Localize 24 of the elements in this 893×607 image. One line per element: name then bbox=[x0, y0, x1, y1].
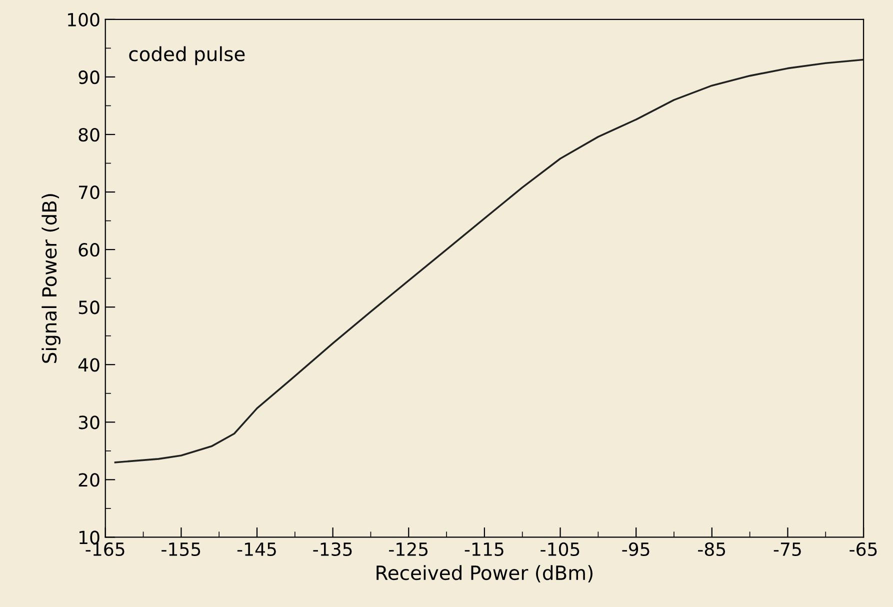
y-tick-label: 100 bbox=[68, 12, 100, 27]
x-axis-title: Received Power (dBm) bbox=[376, 565, 592, 582]
x-tick-label: -165 bbox=[86, 542, 124, 556]
y-tick-label: 90 bbox=[78, 70, 100, 84]
annotation: coded pulse bbox=[129, 46, 245, 66]
x-tick-label: -65 bbox=[850, 542, 877, 556]
x-tick-label: -85 bbox=[698, 542, 726, 556]
x-tick-label: -135 bbox=[313, 542, 352, 556]
y-tick-label: 60 bbox=[78, 243, 100, 257]
y-tick-label: 70 bbox=[79, 185, 100, 200]
y-tick-label: 30 bbox=[78, 416, 100, 430]
y-tick-label: 80 bbox=[78, 128, 100, 142]
x-tick-label: -75 bbox=[774, 542, 801, 556]
y-tick-label: 40 bbox=[78, 358, 100, 372]
y-tick-label: 20 bbox=[78, 473, 100, 487]
x-tick-label: -105 bbox=[540, 542, 580, 556]
x-tick-label: -115 bbox=[464, 542, 504, 556]
x-tick-label: -155 bbox=[162, 542, 200, 556]
y-tick-label: 50 bbox=[78, 300, 100, 314]
y-tick-label: 10 bbox=[80, 530, 100, 544]
x-tick-label: -145 bbox=[237, 542, 276, 556]
x-tick-label: -95 bbox=[622, 542, 650, 556]
y-axis-title: Signal Power (dB) bbox=[42, 194, 60, 363]
x-tick-label: -125 bbox=[389, 542, 428, 556]
